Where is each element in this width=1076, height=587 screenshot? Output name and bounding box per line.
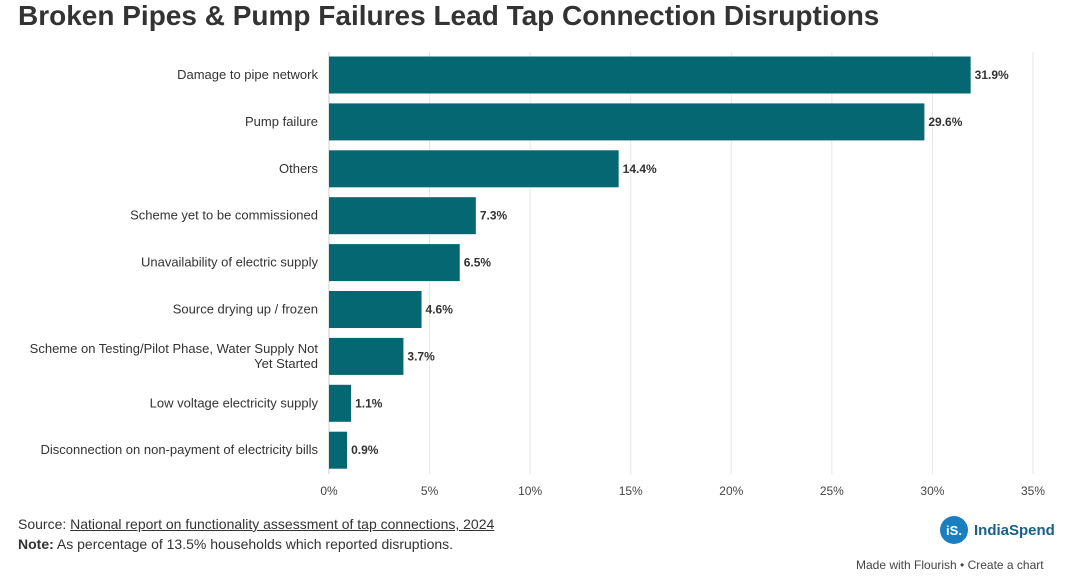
category-label-line: Scheme yet to be commissioned xyxy=(130,208,318,223)
x-tick-label: 5% xyxy=(421,484,439,498)
category-label-line: Disconnection on non-payment of electric… xyxy=(41,442,319,457)
bar xyxy=(329,291,422,328)
x-tick-label: 20% xyxy=(719,484,743,498)
category-label: Scheme yet to be commissioned xyxy=(130,208,318,223)
x-tick-label: 15% xyxy=(619,484,643,498)
category-label-line: Scheme on Testing/Pilot Phase, Water Sup… xyxy=(30,341,319,356)
value-label: 29.6% xyxy=(928,115,962,129)
bar xyxy=(329,384,352,422)
category-label-line: Yet Started xyxy=(254,356,318,371)
category-label: Low voltage electricity supply xyxy=(150,395,319,410)
bar xyxy=(329,197,476,235)
category-label-line: Source drying up / frozen xyxy=(173,302,318,317)
source-prefix: Source: xyxy=(18,516,71,532)
bar xyxy=(329,103,925,141)
chart-footer: Source: National report on functionality… xyxy=(18,514,494,554)
bar xyxy=(329,337,404,375)
x-tick-label: 0% xyxy=(320,484,338,498)
bar xyxy=(329,150,619,188)
category-label-line: Damage to pipe network xyxy=(177,67,318,82)
source-line: Source: National report on functionality… xyxy=(18,514,494,534)
note-label: Note: xyxy=(18,536,54,552)
category-label-line: Others xyxy=(279,161,319,176)
category-label: Damage to pipe network xyxy=(177,67,318,82)
brand-name: IndiaSpend xyxy=(974,521,1055,539)
chart-title: Broken Pipes & Pump Failures Lead Tap Co… xyxy=(18,0,880,31)
source-link[interactable]: National report on functionality assessm… xyxy=(70,516,495,532)
category-label: Unavailability of electric supply xyxy=(141,255,319,270)
x-tick-label: 25% xyxy=(820,484,844,498)
made-with-flourish-link[interactable]: Made with Flourish • Create a chart xyxy=(856,558,1044,572)
category-label-line: Pump failure xyxy=(245,114,318,129)
bar xyxy=(329,431,348,469)
x-tick-label: 35% xyxy=(1021,484,1045,498)
value-label: 0.9% xyxy=(351,443,379,457)
x-tick-label: 10% xyxy=(518,484,542,498)
indiaspend-logo-icon: iS. xyxy=(940,516,968,544)
x-tick-label: 30% xyxy=(920,484,944,498)
value-label: 7.3% xyxy=(480,209,508,223)
value-label: 31.9% xyxy=(975,68,1009,82)
category-label: Scheme on Testing/Pilot Phase, Water Sup… xyxy=(30,341,319,371)
bar-chart: 0% 5% 10% 15% 20% 25% 30% 35% 31.9% Damage to pip… xyxy=(30,52,1045,498)
category-label: Pump failure xyxy=(245,114,318,129)
value-label: 14.4% xyxy=(623,162,657,176)
category-label: Disconnection on non-payment of electric… xyxy=(41,442,319,457)
bar xyxy=(329,56,971,94)
bar xyxy=(329,244,460,282)
note-text: As percentage of 13.5% households which … xyxy=(53,536,454,552)
category-label: Source drying up / frozen xyxy=(173,302,318,317)
category-label-line: Low voltage electricity supply xyxy=(150,395,319,410)
value-label: 3.7% xyxy=(407,349,435,363)
category-label-line: Unavailability of electric supply xyxy=(141,255,319,270)
value-label: 1.1% xyxy=(355,396,383,410)
category-label: Others xyxy=(279,161,319,176)
value-label: 4.6% xyxy=(426,303,454,317)
brand-logo[interactable]: iS. IndiaSpend xyxy=(940,516,1055,544)
note-line: Note: As percentage of 13.5% households … xyxy=(18,534,494,554)
value-label: 6.5% xyxy=(464,256,492,270)
